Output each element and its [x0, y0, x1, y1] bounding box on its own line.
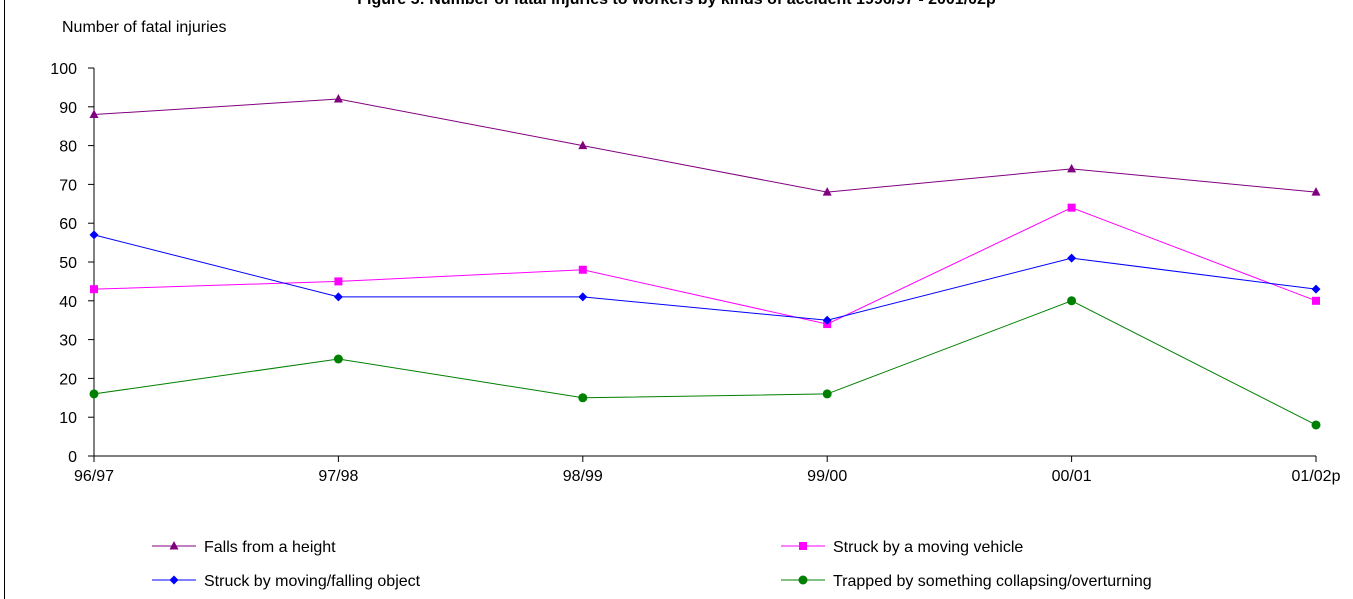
y-tick-label: 0 — [68, 449, 77, 466]
series-line — [93, 234, 1317, 321]
data-point-marker — [90, 285, 98, 294]
series-line — [93, 300, 1317, 426]
x-tick-label: 98/99 — [563, 468, 603, 485]
legend-marker — [799, 542, 807, 550]
x-tick-label: 99/00 — [807, 468, 847, 485]
data-point-marker — [822, 389, 832, 399]
legend-entry: Struck by moving/falling object — [152, 573, 421, 590]
legend-marker — [798, 575, 808, 585]
chart-axes: 0 10 20 30 40 50 60 70 80 90 100 96/97 97/98 98/99 99/… — [50, 61, 1340, 485]
data-point-marker — [89, 389, 99, 399]
data-point-marker — [1311, 420, 1321, 430]
legend-marker — [169, 575, 179, 585]
y-tick-label: 10 — [59, 410, 77, 427]
y-tick-label: 100 — [50, 61, 77, 78]
legend-label: Struck by moving/falling object — [204, 573, 421, 590]
data-point-marker — [578, 393, 588, 403]
data-point-marker — [333, 292, 343, 302]
series-4 — [89, 296, 1321, 430]
legend-label: Falls from a height — [204, 539, 336, 556]
data-point-marker — [334, 277, 343, 286]
data-point-marker — [578, 292, 588, 302]
data-point-marker — [1311, 284, 1321, 294]
series-line — [93, 98, 1317, 193]
legend-entry: Struck by a moving vehicle — [781, 539, 1023, 556]
data-point-marker — [89, 109, 99, 119]
series-layer — [89, 94, 1321, 430]
legend-marker — [169, 541, 179, 550]
x-tick-label: 00/01 — [1052, 468, 1092, 485]
y-tick-label: 30 — [59, 333, 77, 350]
y-tick-label: 80 — [59, 139, 77, 156]
y-tick-label: 70 — [59, 177, 77, 194]
data-point-marker — [1067, 163, 1077, 173]
data-point-marker — [822, 315, 832, 325]
y-tick-label: 90 — [59, 100, 77, 117]
legend-entry: Falls from a height — [152, 539, 336, 556]
data-point-marker — [333, 354, 343, 364]
data-point-marker — [822, 187, 832, 196]
y-axis-title: Number of fatal injuries — [62, 19, 227, 36]
chart-title: Figure 5: Number of fatal injuries to wo… — [0, 0, 1353, 9]
data-point-marker — [333, 94, 343, 103]
series-1 — [89, 94, 1321, 196]
y-tick-label: 40 — [59, 294, 77, 311]
series-line — [93, 207, 1317, 325]
x-tick-label: 96/97 — [74, 468, 114, 485]
data-point-marker — [1067, 253, 1077, 263]
data-point-marker — [89, 230, 99, 240]
series-3 — [89, 230, 1321, 325]
x-tick-label: 97/98 — [318, 468, 358, 485]
chart-frame-left-border — [4, 0, 5, 599]
data-point-marker — [1067, 203, 1076, 212]
y-tick-label: 60 — [59, 216, 77, 233]
legend-label: Struck by a moving vehicle — [833, 539, 1023, 556]
chart-legend: Falls from a height Struck by a moving ve… — [152, 539, 1152, 590]
y-tick-label: 50 — [59, 255, 77, 272]
data-point-marker — [578, 265, 587, 274]
x-tick-label: 01/02p — [1292, 468, 1341, 485]
data-point-marker — [1067, 296, 1077, 306]
data-point-marker — [1311, 187, 1321, 196]
y-tick-label: 20 — [59, 371, 77, 388]
data-point-marker — [1312, 296, 1320, 305]
data-point-marker — [578, 140, 588, 150]
legend-label: Trapped by something collapsing/overturn… — [833, 573, 1152, 590]
legend-entry: Trapped by something collapsing/overturn… — [781, 573, 1152, 590]
